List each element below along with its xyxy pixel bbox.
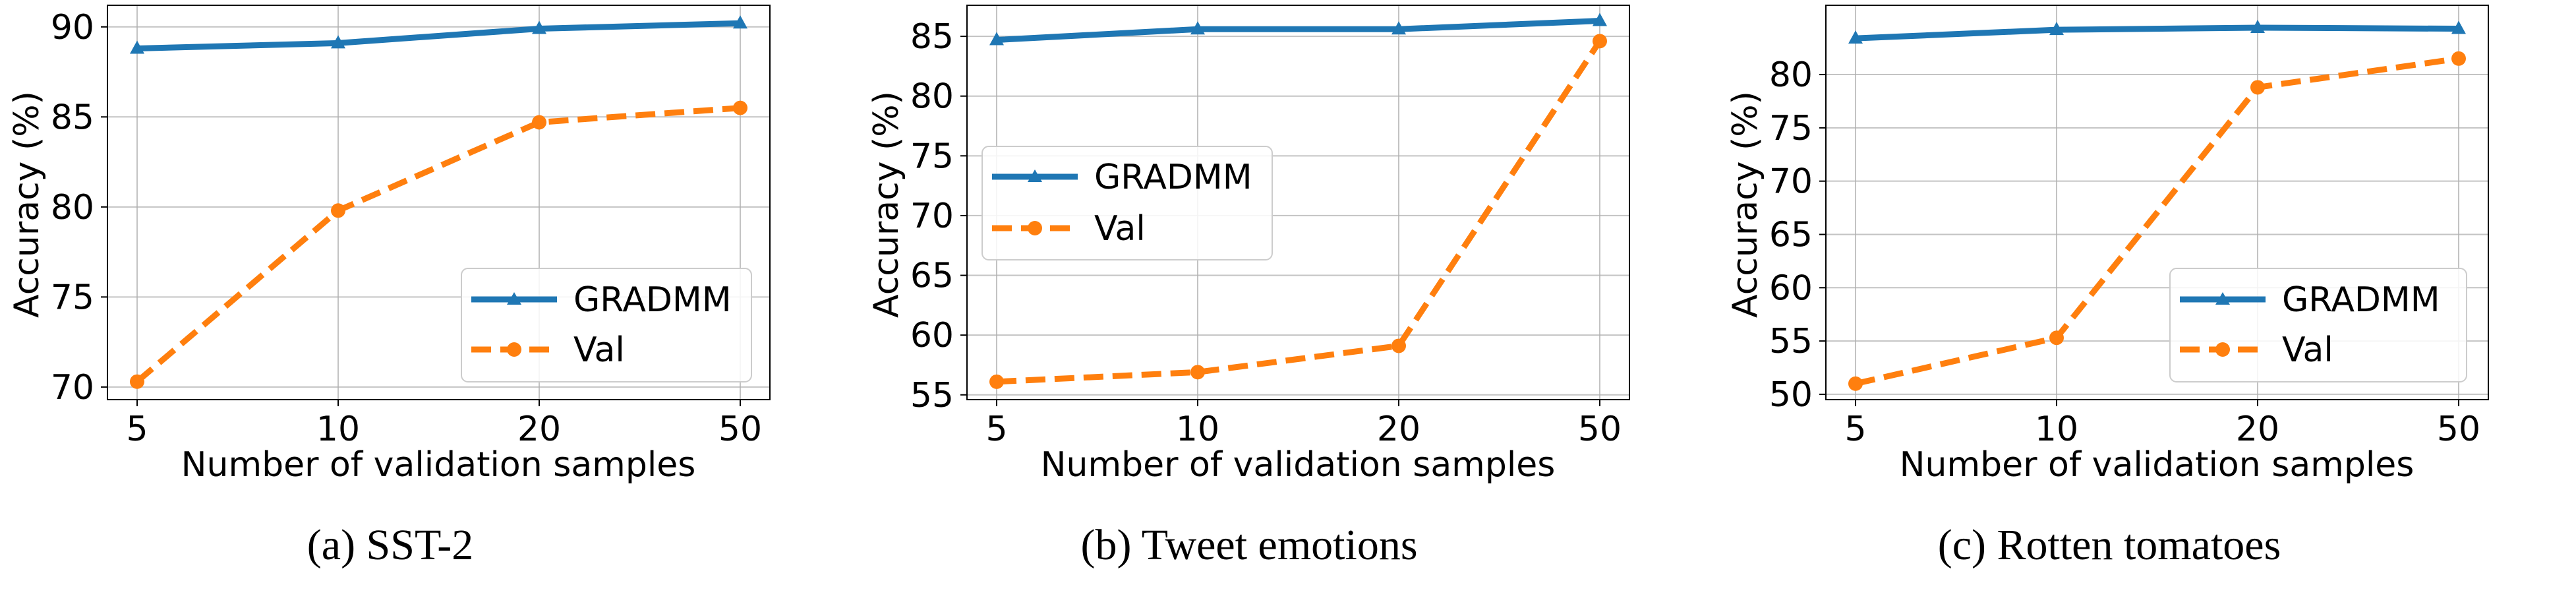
chart-1-series-val-point [1593,34,1607,49]
chart-1-legend-label-gradmm: GRADMM [1094,158,1252,197]
chart-2-series-val-point [1848,376,1863,391]
chart-1-xtick-label: 10 [1176,410,1219,449]
chart-0-axes: 5 10 20 50 70 75 80 85 90 [51,8,762,449]
chart-0-ytick-label: 70 [51,368,94,408]
chart-1-legend-marker-val [1028,221,1042,235]
chart-2-ytick-label: 65 [1769,215,1813,255]
chart-2-xlabel: Number of validation samples [1900,445,2415,485]
chart-0-xlabel: Number of validation samples [181,445,696,485]
chart-1-ytick-label: 65 [910,257,954,296]
chart-0-legend-label-val: Val [573,330,625,370]
chart-2-series-gradmm-point [1848,30,1863,44]
chart-1-plot-frame [966,5,1630,400]
chart-2-series-gradmm-line [1855,24,2459,42]
chart-2-legend-label-val: Val [2282,330,2333,370]
chart-0-series-gradmm-point [130,40,144,54]
chart-1-legend: GRADMM Val [981,146,1273,260]
chart-1-series-gradmm-point [1593,13,1607,26]
chart-0-plot-frame [107,5,771,400]
chart-0-legend-marker-val [507,342,521,357]
chart-0-ytick-label: 80 [51,188,94,228]
panel-rotten-tomatoes: 5 10 20 50 50 55 60 65 70 75 80 Accuracy (%) Numbe… [1726,5,2489,569]
chart-2-legend-label-gradmm: GRADMM [2282,280,2440,320]
chart-1-series-val-point [1190,365,1205,380]
chart-2-axes: 5 10 20 50 50 55 60 65 70 75 80 [1769,55,2480,449]
chart-2-series-val-point [2451,51,2466,66]
chart-1-xlabel: Number of validation samples [1041,445,1556,485]
chart-2-ylabel: Accuracy (%) [1726,91,1765,318]
chart-1-legend-marker-gradmm [1028,169,1042,182]
chart-2-legend: GRADMM Val [2169,268,2467,382]
chart-2-xtick-label: 10 [2035,410,2078,449]
chart-1-ytick-label: 80 [910,77,954,117]
chart-1-ytick-label: 60 [910,316,954,355]
chart-0-series-gradmm-point [532,20,546,34]
chart-1-series-val-point [989,374,1004,389]
chart-2-series-gradmm-point [2250,19,2265,33]
chart-0-series-gradmm-point [733,15,747,29]
chart-2-series-gradmm-point [2049,22,2064,36]
chart-1-ytick-label: 85 [910,17,954,57]
chart-2-series-val-line [1855,55,2459,387]
chart-2-caption: (c) Rotten tomatoes [1938,521,2281,569]
chart-1-series-gradmm-point [1391,21,1406,35]
chart-0-xtick-label: 10 [316,410,360,449]
chart-0-ylabel: Accuracy (%) [7,91,47,318]
chart-0-legend-marker-gradmm [507,292,521,305]
chart-1-series-val-point [1391,338,1406,353]
chart-2-series-val-point [2250,80,2265,95]
chart-1-xtick-label: 20 [1377,410,1420,449]
chart-0-ytick-label: 85 [51,98,94,137]
chart-2-ytick-label: 75 [1769,109,1813,148]
chart-1-xtick-label: 5 [985,410,1007,449]
chart-2-xtick-label: 20 [2236,410,2279,449]
chart-0-ytick-label: 90 [51,8,94,47]
chart-0-xtick-label: 50 [718,410,762,449]
chart-1-caption: (b) Tweet emotions [1080,521,1417,569]
chart-0-legend-label-gradmm: GRADMM [573,280,732,320]
chart-2-series [1848,19,2466,391]
chart-1-series-gradmm-point [989,32,1004,46]
chart-1-ylabel: Accuracy (%) [867,91,906,318]
chart-2-xtick-label: 50 [2437,410,2480,449]
chart-0-series-val-point [532,115,546,130]
chart-2-ytick-label: 55 [1769,322,1813,361]
chart-0-xtick-label: 20 [517,410,561,449]
chart-0-caption: (a) SST-2 [307,521,473,569]
chart-0-series-gradmm-point [331,35,345,49]
chart-1-ytick-label: 55 [910,376,954,415]
chart-1-axes: 5 10 20 50 55 60 65 70 75 80 85 [910,17,1622,449]
chart-0-series [130,15,747,389]
chart-0-series-val-point [331,203,345,218]
chart-1-series-gradmm-point [1190,21,1205,35]
chart-0-series-val-point [733,100,747,115]
chart-1-series-val-line [996,39,1602,385]
chart-2-series-val-point [2049,330,2064,346]
chart-0-xtick-label: 5 [126,410,148,449]
chart-2-legend-marker-val [2215,342,2230,357]
chart-1-ytick-label: 75 [910,137,954,176]
chart-2-ytick-label: 70 [1769,162,1813,202]
chart-2-series-gradmm-point [2451,20,2466,34]
chart-0-ytick-label: 75 [51,278,94,317]
chart-0-series-gradmm-line [136,20,741,52]
chart-1-ytick-label: 70 [910,197,954,236]
chart-1-xtick-label: 50 [1578,410,1622,449]
chart-2-xtick-label: 5 [1844,410,1866,449]
chart-2-ytick-label: 50 [1769,375,1813,415]
chart-1-series-gradmm-line [996,18,1600,44]
panel-tweet-emotions: 5 10 20 50 55 60 65 70 75 80 85 Accuracy (%) Numbe… [867,5,1630,569]
chart-1-series [989,13,1607,389]
chart-1-legend-label-val: Val [1094,209,1146,249]
chart-0-legend: GRADMM Val [461,268,752,382]
chart-2-legend-marker-gradmm [2215,292,2230,305]
chart-0-series-val-point [130,374,144,389]
chart-2-ytick-label: 60 [1769,268,1813,308]
chart-2-ytick-label: 80 [1769,55,1813,95]
panel-sst2: 5 10 20 50 70 75 80 85 90 Accuracy (%) Number of… [7,5,771,569]
chart-2-plot-frame [1825,5,2489,400]
chart-0-series-val-line [135,105,741,384]
